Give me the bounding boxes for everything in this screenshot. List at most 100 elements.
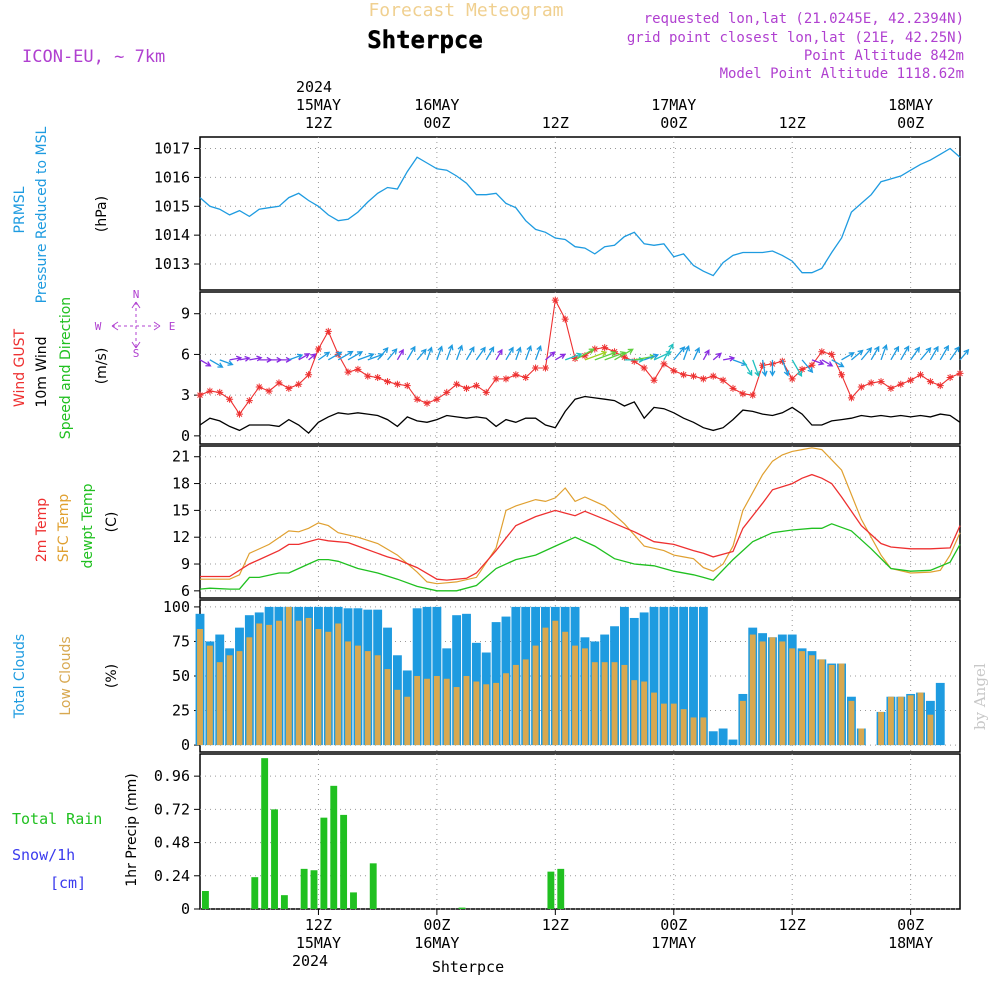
bottom-hour-label: 12Z [305,916,332,934]
clouds-label-total: Total Clouds [12,634,28,719]
wind-direction-arrow [406,345,416,361]
model-label: ICON-EU, ~ 7km [22,47,165,67]
low-cloud-bar [266,624,273,746]
low-cloud-bar [818,659,825,746]
wind-gust-marker [206,387,214,395]
rain-bar [557,868,565,909]
wind-gust-marker [522,374,530,381]
low-cloud-bar [374,655,381,746]
wind-gust-marker [512,371,520,379]
wind-gust-marker [719,376,727,384]
wind-speed-line [199,395,961,434]
wind-direction-arrow [229,355,243,362]
low-cloud-bar [809,655,815,746]
wind-gust-marker [433,395,441,403]
wind-gust-marker [709,372,717,380]
wind-gust-marker [551,296,559,304]
low-cloud-bar [384,669,391,746]
low-cloud-bar [848,700,855,746]
wind-gust-marker [729,384,737,392]
pressure-label-prmsl: PRMSL [12,186,28,233]
low-cloud-bar [443,678,450,746]
wind-direction-arrow [219,359,234,366]
wind-gust-marker [946,374,954,381]
low-cloud-bar [917,692,924,746]
low-cloud-bar [473,681,480,746]
y-tick-label: 25 [172,702,190,720]
wind-direction-arrow [426,346,433,361]
wind-gust-marker [670,367,678,375]
wind-gust-marker [226,395,234,403]
temp-label-2m: 2m Temp [34,498,50,562]
wind-gust-marker [936,382,944,390]
wind-gust-marker [867,379,875,387]
wind-direction-arrow [890,345,900,361]
wind-gust-marker [393,380,401,388]
wind-direction-arrow [209,359,224,368]
low-cloud-bar [897,696,904,746]
wind-direction-arrow [456,344,464,361]
total-cloud-bar [422,606,432,746]
wind-direction-arrow [436,345,444,361]
low-cloud-bar [907,695,914,746]
plot-layers: 1013 1014 1015 1016 1017 0 3 6 9 6 9 12 15 18 21 0 25 50 7… [154,96,970,952]
wind-gust-marker [344,368,352,376]
low-cloud-bar [364,651,371,746]
y-tick-label: 75 [172,632,190,650]
wind-direction-arrow [377,346,389,361]
product-title: Forecast Meteogram [368,0,563,21]
wind-gust-marker [690,372,698,380]
y-tick-label: 9 [181,305,190,323]
low-cloud-bar [246,637,253,746]
panel-pressure: 1013 1014 1015 1016 1017 [154,136,961,291]
bottom-date-label: 17MAY [651,934,696,952]
wind-gust-marker [275,379,283,387]
wind-gust-marker [739,390,747,398]
wind-gust-marker [798,365,806,373]
low-cloud-bar [216,662,223,746]
total-cloud-bar [679,606,689,746]
wind-direction-arrow [702,349,710,361]
wind-gust-marker [413,395,421,403]
wind-gust-marker [462,384,470,392]
low-cloud-bar [424,678,430,746]
wind-gust-marker [265,387,273,395]
low-cloud-bar [276,620,282,746]
wind-direction-arrow [298,353,311,361]
wind-gust-marker [926,378,934,386]
requested-coords: requested lon,lat (21.0245E, 42.2394N) [644,11,964,27]
wind-direction-arrow [643,353,660,361]
top-hour-label: 00Z [660,114,687,132]
compass-north: N [133,288,140,301]
total-cloud-bar [689,606,698,746]
wind-direction-arrow [761,359,768,377]
low-cloud-bar [700,717,707,746]
wind-direction-arrow [525,344,533,361]
wind-direction-arrow [791,359,803,378]
wind-direction-arrow [742,359,753,377]
y-tick-label: 0.72 [154,800,190,818]
y-tick-label: 6 [181,582,190,600]
low-cloud-bar [295,620,302,746]
wind-gust-marker [314,345,322,353]
wind-gust-marker [216,388,224,396]
y-tick-label: 0.24 [154,867,190,885]
wind-gust-marker [423,399,431,407]
top-hour-label: 12Z [779,114,806,132]
low-cloud-bar [315,629,322,746]
wind-direction-arrow [465,346,475,361]
low-cloud-bar [522,659,529,746]
wind-direction-arrow [416,348,427,361]
wind-direction-arrow [949,346,960,361]
low-cloud-bar [483,684,490,746]
wind-direction-arrow [515,346,522,361]
wind-direction-arrow [900,345,910,361]
wind-gust-marker [601,344,609,352]
wind-direction-arrow [614,348,634,361]
bottom-date-label: 16MAY [414,934,459,952]
compass-south: S [133,347,140,360]
y-tick-label: 6 [181,345,190,363]
low-cloud-bar [197,629,203,746]
